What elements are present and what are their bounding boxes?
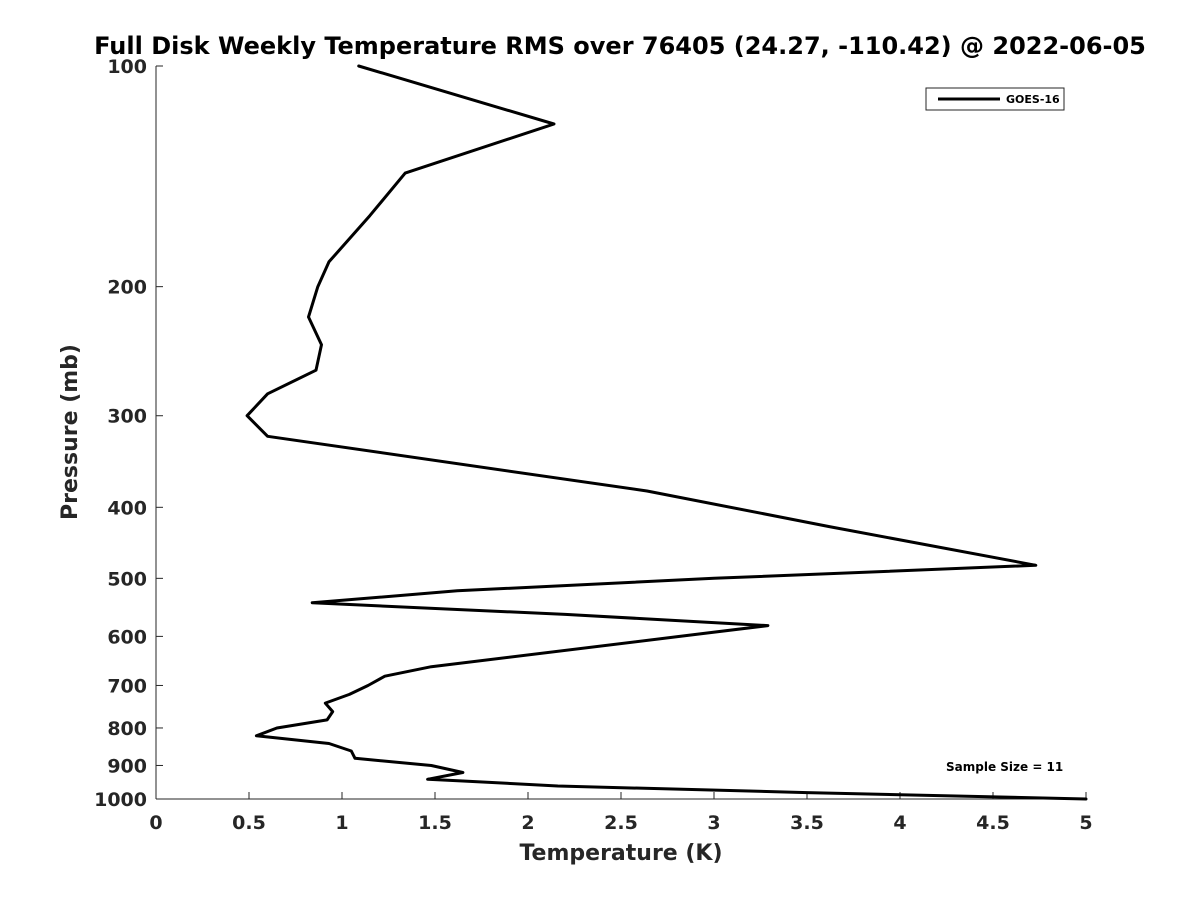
- y-tick-label: 900: [107, 755, 147, 777]
- x-axis-label: Temperature (K): [519, 841, 722, 866]
- x-tick-label: 0.5: [232, 812, 266, 834]
- x-tick-label: 1: [335, 812, 348, 834]
- legend: GOES-16: [925, 87, 1065, 111]
- y-tick-label: 1000: [94, 789, 147, 811]
- y-tick-label: 500: [107, 568, 147, 590]
- plot-background: [156, 66, 1086, 799]
- plot-area: [155, 66, 1086, 800]
- y-tick-label: 600: [107, 626, 147, 648]
- y-axis-ticks: 100 200 300 400 500 600 700 800 900 1000: [94, 56, 163, 811]
- y-tick-label: 400: [107, 497, 147, 519]
- x-tick-label: 0: [149, 812, 162, 834]
- x-tick-label: 1.5: [418, 812, 452, 834]
- x-tick-label: 3: [707, 812, 720, 834]
- y-tick-label: 300: [107, 406, 147, 428]
- x-tick-label: 4: [893, 812, 906, 834]
- legend-label-goes-16: GOES-16: [1006, 93, 1060, 106]
- x-tick-label: 2.5: [604, 812, 638, 834]
- x-axis-ticks: 0 0.5 1 1.5 2 2.5 3 3.5 4 4.5 5: [149, 792, 1093, 834]
- y-axis-label: Pressure (mb): [58, 344, 83, 520]
- sample-size-annotation: Sample Size = 11: [946, 760, 1063, 774]
- y-tick-label: 100: [107, 56, 147, 78]
- x-tick-label: 2: [521, 812, 534, 834]
- chart-title: Full Disk Weekly Temperature RMS over 76…: [94, 32, 1146, 60]
- x-tick-label: 4.5: [976, 812, 1010, 834]
- y-tick-label: 700: [107, 675, 147, 697]
- y-tick-label: 800: [107, 718, 147, 740]
- x-tick-label: 5: [1079, 812, 1092, 834]
- y-tick-label: 200: [107, 277, 147, 299]
- x-tick-label: 3.5: [790, 812, 824, 834]
- series-line-goes-16: [245, 64, 1088, 801]
- series-layer: [245, 64, 1088, 801]
